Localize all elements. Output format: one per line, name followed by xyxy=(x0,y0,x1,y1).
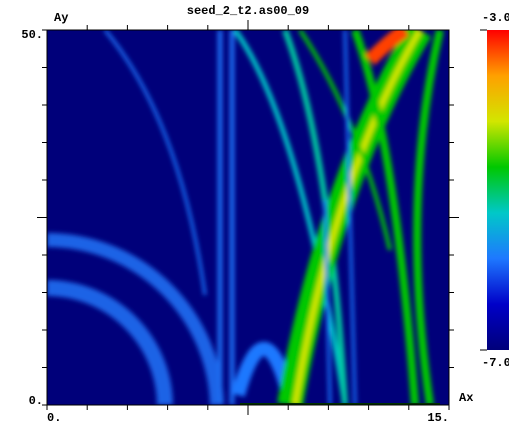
y-tick-label: 0. xyxy=(29,394,43,408)
x-tick-label: 15. xyxy=(427,411,449,425)
y-axis-label: Ay xyxy=(54,11,68,25)
x-axis-label: Ax xyxy=(459,391,473,405)
colorbar-tick-label: -7.0 xyxy=(482,356,509,370)
x-tick-label: 0. xyxy=(47,411,61,425)
y-tick-label: 50. xyxy=(21,28,43,42)
chart-title: seed_2_t2.as00_09 xyxy=(187,4,309,18)
colorbar xyxy=(487,30,509,350)
colorbar-tick-label: -3.0 xyxy=(482,11,509,25)
heatmap xyxy=(47,30,449,405)
